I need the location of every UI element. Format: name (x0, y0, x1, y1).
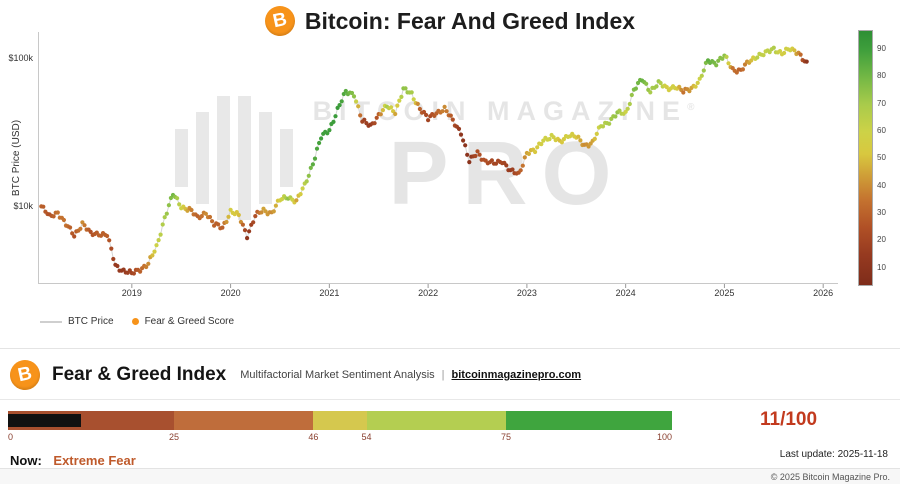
gauge-tick-label: 100 (656, 432, 672, 442)
x-tick-label: 2026 (813, 288, 834, 298)
gauge-tick-label: 75 (500, 432, 512, 442)
colorbar-tick-label: 20 (877, 235, 886, 245)
legend-label-btc-price: BTC Price (68, 316, 114, 327)
fear-greed-panel: B Fear & Greed Index Multifactorial Mark… (0, 348, 900, 484)
chart-title: Bitcoin: Fear And Greed Index (304, 7, 636, 34)
gauge-tick-labels: 0 25 46 54 75 100 (8, 432, 672, 444)
fear-greed-score-value: 11/100 (760, 409, 818, 430)
gauge-segment (505, 411, 672, 430)
panel-separator: | (441, 369, 445, 381)
x-tick-label: 2024 (615, 288, 636, 298)
last-update: Last update: 2025-11-18 (779, 449, 888, 460)
btc-price-line-swatch (40, 320, 62, 323)
colorbar-tick-labels: 90 80 70 60 50 40 30 20 10 (877, 30, 892, 288)
y-axis-ticks: $100k $10k (0, 0, 35, 300)
gauge-current-value-indicator (8, 414, 82, 427)
copyright: © 2025 Bitcoin Magazine Pro. (770, 472, 890, 482)
current-sentiment-value: Extreme Fear (53, 453, 136, 468)
chart-legend: BTC Price Fear & Greed Score (40, 316, 244, 327)
x-tick-label: 2019 (121, 288, 142, 298)
colorbar-tick-label: 50 (877, 153, 886, 163)
x-tick-label: 2023 (516, 288, 537, 298)
colorbar-gradient (858, 30, 873, 286)
legend-item-btc-price[interactable]: BTC Price (40, 316, 114, 327)
chart-title-row: B Bitcoin: Fear And Greed Index (0, 3, 900, 39)
x-tick-label: 2021 (319, 288, 340, 298)
colorbar-tick-label: 30 (877, 207, 886, 217)
x-tick-label: 2022 (418, 288, 439, 298)
colorbar-tick-label: 40 (877, 180, 886, 190)
footer-strip: © 2025 Bitcoin Magazine Pro. (0, 468, 900, 484)
price-scatter-svg[interactable] (38, 32, 838, 290)
legend-label-fear-greed-score: Fear & Greed Score (144, 316, 235, 327)
colorbar-tick-label: 80 (877, 71, 886, 81)
price-chart-plot-area[interactable]: BITCOIN MAGAZINE® PRO (38, 32, 838, 290)
fear-greed-gauge: 0 25 46 54 75 100 (8, 411, 672, 447)
gauge-bar (8, 411, 672, 430)
y-tick-label: $100k (8, 53, 33, 64)
gauge-segment (313, 411, 367, 430)
gauge-tick-label: 54 (361, 432, 372, 442)
bitcoinmagazinepro-link[interactable]: bitcoinmagazinepro.com (451, 369, 582, 381)
current-sentiment-row: Now: Extreme Fear (10, 453, 136, 468)
gauge-tick-label: 0 (8, 432, 14, 442)
gauge-segment (174, 411, 314, 430)
colorbar-tick-label: 90 (877, 44, 886, 54)
x-tick-label: 2020 (220, 288, 241, 298)
bitcoin-logo-icon: B (7, 357, 43, 393)
legend-item-fear-greed-score[interactable]: Fear & Greed Score (131, 316, 235, 327)
chart-card: B Bitcoin: Fear And Greed Index BTC Pric… (0, 0, 900, 327)
colorbar-tick-label: 70 (877, 98, 886, 108)
gauge-tick-label: 25 (168, 432, 180, 442)
panel-header: B Fear & Greed Index Multifactorial Mark… (7, 357, 890, 393)
x-axis-ticks: 2019 2020 2021 2022 2023 2024 2025 2026 (38, 288, 838, 302)
y-tick-label: $10k (13, 201, 33, 212)
gauge-segment (366, 411, 506, 430)
fear-greed-colorbar: 90 80 70 60 50 40 30 20 10 (858, 30, 892, 288)
fear-greed-dot-swatch (131, 318, 139, 325)
x-tick-label: 2025 (714, 288, 735, 298)
panel-title: Fear & Greed Index (52, 364, 227, 385)
panel-divider (0, 399, 900, 400)
now-label: Now: (10, 453, 42, 468)
colorbar-tick-label: 60 (877, 126, 886, 136)
panel-subtitle: Multifactorial Market Sentiment Analysis (240, 369, 435, 381)
colorbar-tick-label: 10 (877, 262, 886, 272)
gauge-tick-label: 46 (308, 432, 319, 442)
